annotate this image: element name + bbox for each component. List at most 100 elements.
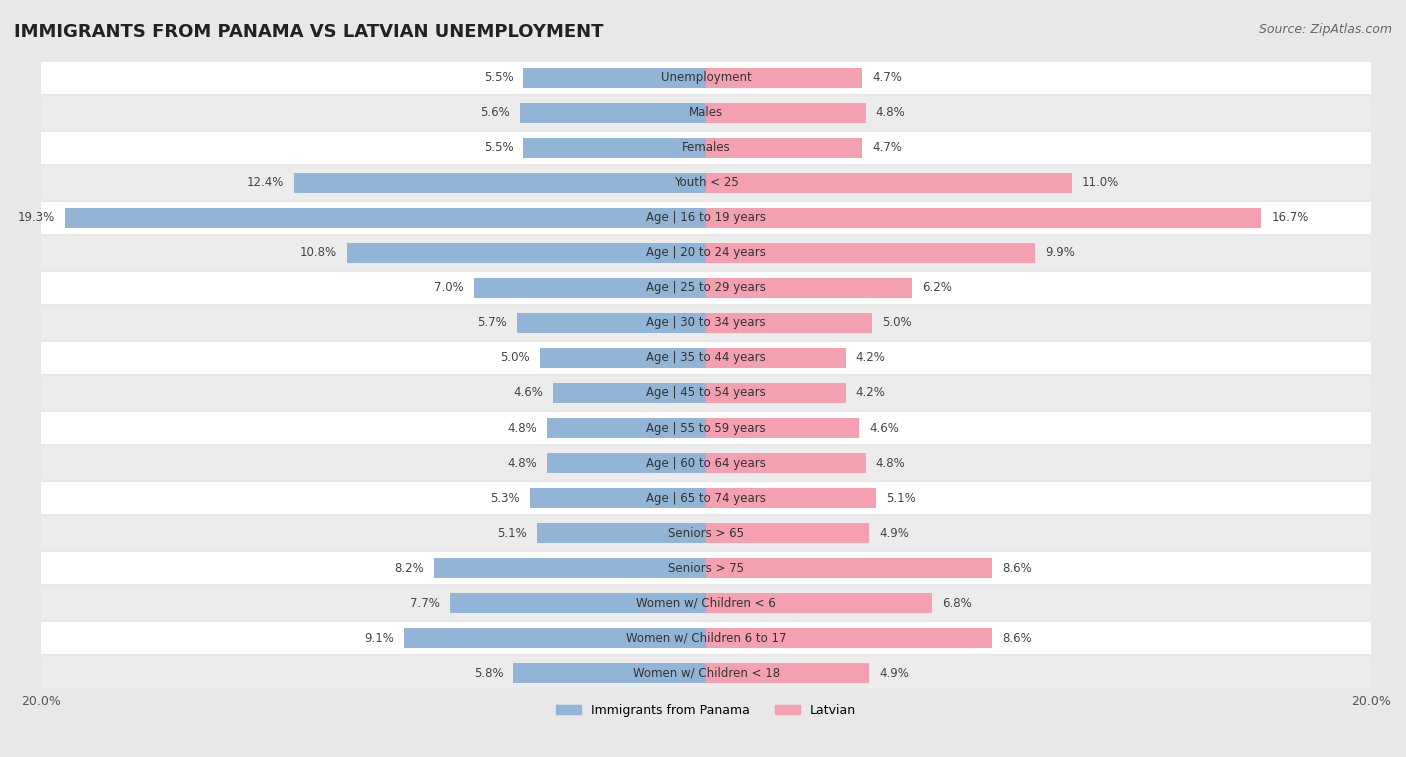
- Text: Source: ZipAtlas.com: Source: ZipAtlas.com: [1258, 23, 1392, 36]
- Text: 8.6%: 8.6%: [1002, 631, 1032, 644]
- Bar: [41, 447, 1371, 479]
- Bar: [554, 383, 706, 403]
- Text: Age | 20 to 24 years: Age | 20 to 24 years: [647, 247, 766, 260]
- Bar: [706, 208, 1261, 228]
- Text: Age | 45 to 54 years: Age | 45 to 54 years: [647, 387, 766, 400]
- Text: 12.4%: 12.4%: [246, 176, 284, 189]
- Text: 4.8%: 4.8%: [508, 456, 537, 469]
- Bar: [41, 517, 1371, 549]
- Bar: [513, 663, 706, 683]
- Bar: [41, 587, 1371, 619]
- Text: IMMIGRANTS FROM PANAMA VS LATVIAN UNEMPLOYMENT: IMMIGRANTS FROM PANAMA VS LATVIAN UNEMPL…: [14, 23, 603, 41]
- Text: 4.2%: 4.2%: [856, 351, 886, 364]
- Text: 19.3%: 19.3%: [17, 211, 55, 225]
- Text: 7.7%: 7.7%: [411, 597, 440, 609]
- Bar: [706, 453, 866, 472]
- Text: Age | 55 to 59 years: Age | 55 to 59 years: [647, 422, 766, 435]
- Text: 10.8%: 10.8%: [299, 247, 337, 260]
- Text: 7.0%: 7.0%: [434, 282, 464, 294]
- Text: Males: Males: [689, 107, 723, 120]
- Bar: [530, 488, 706, 508]
- Bar: [41, 412, 1371, 444]
- Text: Seniors > 65: Seniors > 65: [668, 527, 744, 540]
- Bar: [41, 202, 1371, 234]
- Bar: [706, 68, 862, 88]
- Text: 5.0%: 5.0%: [501, 351, 530, 364]
- Bar: [706, 593, 932, 612]
- Text: Women w/ Children < 18: Women w/ Children < 18: [633, 667, 780, 680]
- Text: 16.7%: 16.7%: [1271, 211, 1309, 225]
- Text: 4.9%: 4.9%: [879, 527, 908, 540]
- Bar: [706, 279, 912, 298]
- Bar: [41, 167, 1371, 199]
- Text: 6.2%: 6.2%: [922, 282, 952, 294]
- Bar: [706, 103, 866, 123]
- Text: Unemployment: Unemployment: [661, 71, 752, 85]
- Text: Age | 25 to 29 years: Age | 25 to 29 years: [647, 282, 766, 294]
- Bar: [41, 622, 1371, 654]
- Text: 5.8%: 5.8%: [474, 667, 503, 680]
- Text: Age | 65 to 74 years: Age | 65 to 74 years: [647, 491, 766, 504]
- Text: Age | 60 to 64 years: Age | 60 to 64 years: [647, 456, 766, 469]
- Bar: [41, 377, 1371, 409]
- Bar: [523, 139, 706, 157]
- Text: Women w/ Children < 6: Women w/ Children < 6: [637, 597, 776, 609]
- Text: 5.0%: 5.0%: [883, 316, 912, 329]
- Bar: [41, 482, 1371, 514]
- Text: 4.2%: 4.2%: [856, 387, 886, 400]
- Text: 4.6%: 4.6%: [869, 422, 898, 435]
- Bar: [41, 342, 1371, 374]
- Text: 8.2%: 8.2%: [394, 562, 423, 575]
- Text: 5.5%: 5.5%: [484, 71, 513, 85]
- Bar: [347, 243, 706, 263]
- Text: 4.9%: 4.9%: [879, 667, 908, 680]
- Text: 4.8%: 4.8%: [876, 456, 905, 469]
- Bar: [520, 103, 706, 123]
- Text: 9.9%: 9.9%: [1045, 247, 1076, 260]
- Bar: [450, 593, 706, 612]
- Text: Age | 16 to 19 years: Age | 16 to 19 years: [647, 211, 766, 225]
- Bar: [404, 628, 706, 648]
- Bar: [706, 488, 876, 508]
- Text: Age | 35 to 44 years: Age | 35 to 44 years: [647, 351, 766, 364]
- Text: Youth < 25: Youth < 25: [673, 176, 738, 189]
- Bar: [65, 208, 706, 228]
- Text: 8.6%: 8.6%: [1002, 562, 1032, 575]
- Bar: [706, 173, 1071, 192]
- Text: 5.1%: 5.1%: [496, 527, 527, 540]
- Bar: [41, 237, 1371, 269]
- Bar: [41, 62, 1371, 94]
- Bar: [547, 419, 706, 438]
- Bar: [523, 68, 706, 88]
- Text: 6.8%: 6.8%: [942, 597, 972, 609]
- Bar: [706, 559, 993, 578]
- Text: 5.3%: 5.3%: [491, 491, 520, 504]
- Bar: [433, 559, 706, 578]
- Text: 4.7%: 4.7%: [872, 142, 903, 154]
- Bar: [706, 419, 859, 438]
- Text: 11.0%: 11.0%: [1081, 176, 1119, 189]
- Bar: [706, 663, 869, 683]
- Text: 5.7%: 5.7%: [477, 316, 506, 329]
- Text: Age | 30 to 34 years: Age | 30 to 34 years: [647, 316, 766, 329]
- Bar: [706, 313, 872, 332]
- Text: Females: Females: [682, 142, 731, 154]
- Bar: [41, 272, 1371, 304]
- Bar: [294, 173, 706, 192]
- Text: 4.7%: 4.7%: [872, 71, 903, 85]
- Bar: [537, 523, 706, 543]
- Bar: [706, 243, 1035, 263]
- Legend: Immigrants from Panama, Latvian: Immigrants from Panama, Latvian: [551, 699, 862, 722]
- Bar: [41, 307, 1371, 339]
- Bar: [41, 657, 1371, 689]
- Bar: [540, 348, 706, 368]
- Bar: [706, 383, 846, 403]
- Text: Women w/ Children 6 to 17: Women w/ Children 6 to 17: [626, 631, 786, 644]
- Bar: [474, 279, 706, 298]
- Bar: [41, 97, 1371, 129]
- Bar: [706, 139, 862, 157]
- Bar: [41, 552, 1371, 584]
- Bar: [706, 523, 869, 543]
- Bar: [41, 132, 1371, 164]
- Text: 5.6%: 5.6%: [481, 107, 510, 120]
